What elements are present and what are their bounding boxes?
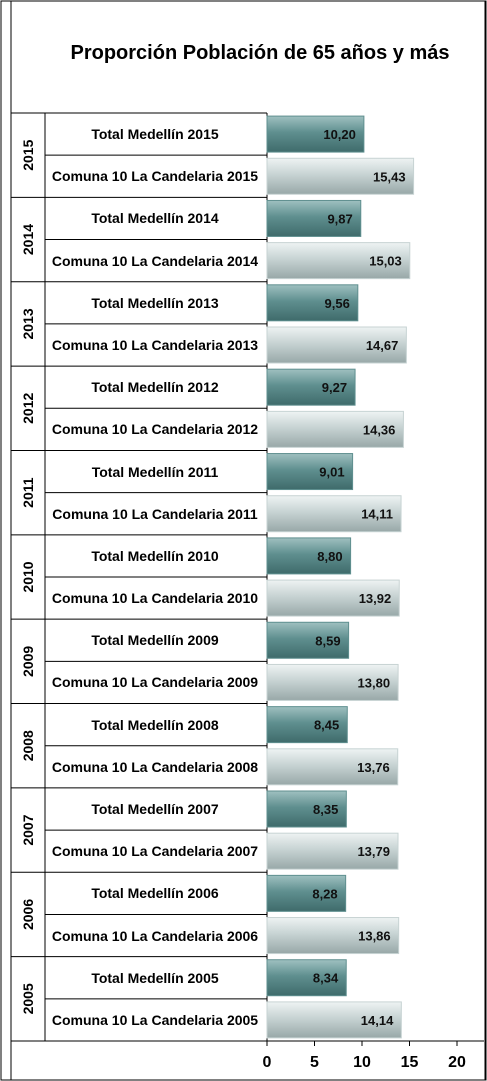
- bar: [266, 579, 400, 617]
- group-label: 2013: [20, 308, 36, 339]
- data-label: 8,45: [314, 718, 339, 733]
- data-label: 13,79: [357, 844, 390, 859]
- data-label: 13,86: [358, 929, 391, 944]
- y-tick-label: Total Medellín 2014: [91, 210, 219, 227]
- data-label: 9,56: [325, 296, 350, 311]
- data-label: 8,28: [312, 886, 337, 901]
- y-tick-label: Total Medellín 2007: [91, 801, 219, 817]
- group-label: 2012: [20, 392, 36, 423]
- y-tick-label: Comuna 10 La Candelaria 2007: [51, 843, 259, 860]
- bar: [266, 663, 399, 701]
- y-tick-label: Comuna 10 La Candelaria 2015: [51, 168, 259, 185]
- data-label: 8,80: [317, 549, 342, 564]
- group-label: 2007: [20, 814, 36, 845]
- x-tick-label: 0: [263, 1054, 272, 1071]
- chart-title: Proporción Población de 65 años y más: [70, 42, 450, 64]
- group-label: 2008: [20, 730, 36, 761]
- y-tick-label: Total Medellín 2009: [91, 632, 219, 649]
- y-tick-label: Comuna 10 La Candelaria 2008: [51, 758, 259, 775]
- x-tick-label: 5: [310, 1054, 319, 1071]
- data-label: 14,36: [363, 422, 396, 437]
- data-label: 14,14: [361, 1013, 394, 1028]
- y-tick-label: Total Medellín 2005: [91, 969, 219, 986]
- data-label: 8,34: [313, 971, 339, 986]
- bar: [266, 284, 359, 322]
- data-label: 14,11: [361, 507, 393, 522]
- group-label: 2009: [20, 646, 36, 677]
- bar: [266, 832, 399, 870]
- data-label: 15,03: [369, 254, 402, 269]
- x-tick-label: 10: [353, 1054, 371, 1071]
- x-tick-label: 20: [448, 1054, 466, 1071]
- bar: [266, 495, 402, 533]
- bar: [266, 157, 415, 195]
- x-tick-label: 15: [401, 1054, 419, 1071]
- y-tick-label: Total Medellín 2006: [91, 885, 219, 902]
- y-tick-label: Total Medellín 2010: [91, 547, 219, 564]
- data-label: 10,20: [323, 127, 356, 142]
- bar: [266, 199, 362, 237]
- y-tick-label: Comuna 10 La Candelaria 2014: [51, 252, 259, 269]
- y-tick-label: Total Medellín 2008: [91, 716, 219, 733]
- y-tick-label: Comuna 10 La Candelaria 2012: [51, 421, 259, 438]
- data-label: 13,80: [358, 675, 391, 690]
- y-tick-label: Comuna 10 La Candelaria 2005: [51, 1011, 259, 1028]
- bar: [266, 453, 354, 491]
- data-label: 13,76: [357, 760, 390, 775]
- y-tick-label: Total Medellín 2011: [91, 463, 219, 480]
- bar: [266, 621, 350, 659]
- group-label: 2010: [20, 561, 36, 592]
- y-tick-label: Total Medellín 2015: [91, 126, 219, 143]
- data-label: 15,43: [373, 169, 406, 184]
- data-label: 9,87: [327, 211, 352, 226]
- y-tick-label: Comuna 10 La Candelaria 2009: [51, 674, 259, 691]
- group-label: 2011: [20, 477, 36, 508]
- bar: [266, 748, 399, 786]
- bar: [266, 790, 347, 828]
- bar: [266, 368, 356, 406]
- y-tick-label: Comuna 10 La Candelaria 2006: [51, 927, 259, 944]
- bar: [266, 917, 400, 955]
- y-tick-label: Comuna 10 La Candelaria 2013: [51, 337, 259, 353]
- bar: [266, 115, 365, 153]
- group-label: 2014: [20, 224, 36, 255]
- group-label: 2015: [20, 139, 36, 170]
- data-label: 14,67: [366, 338, 399, 353]
- bar: [266, 959, 347, 997]
- y-tick-label: Total Medellín 2013: [91, 294, 219, 311]
- group-label: 2006: [20, 899, 36, 930]
- data-label: 9,27: [322, 380, 347, 395]
- bar: [266, 874, 347, 912]
- y-tick-label: Comuna 10 La Candelaria 2010: [51, 590, 259, 607]
- bar: [266, 326, 407, 364]
- group-label: 2005: [20, 983, 36, 1014]
- bar: [266, 410, 404, 448]
- data-label: 9,01: [319, 465, 344, 480]
- bar: [266, 1001, 402, 1039]
- y-tick-label: Comuna 10 La Candelaria 2011: [52, 505, 258, 522]
- data-label: 8,59: [315, 633, 340, 648]
- bar: [266, 242, 411, 280]
- data-label: 13,92: [359, 591, 392, 606]
- chart-border: [10, 0, 486, 1081]
- bar: [266, 537, 352, 575]
- y-tick-label: Total Medellín 2012: [91, 379, 219, 396]
- bar: [266, 706, 348, 744]
- data-label: 8,35: [313, 802, 338, 817]
